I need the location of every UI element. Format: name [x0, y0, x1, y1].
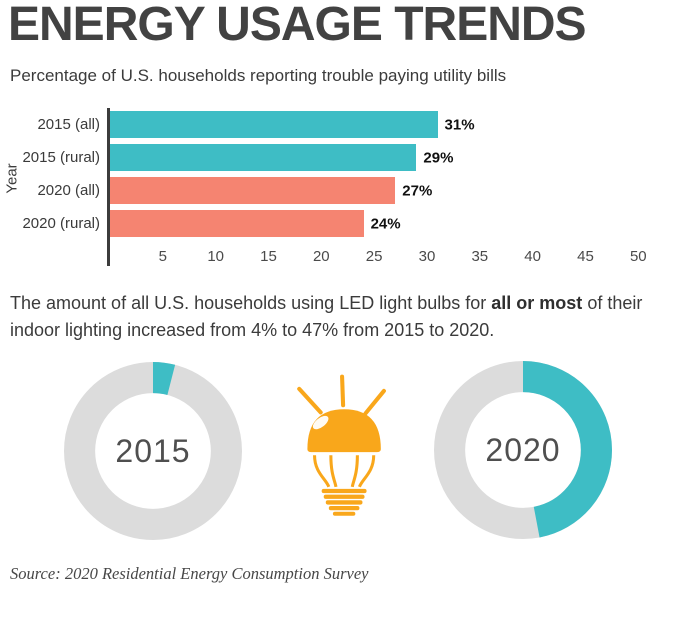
bar-value-label: 31%	[444, 116, 475, 133]
donut-2020-svg	[434, 361, 612, 539]
donut-2015-slice	[64, 362, 242, 540]
bulb-base-bar	[321, 488, 367, 494]
page-title: ENERGY USAGE TRENDS	[8, 0, 587, 51]
bar-category-label: 2015 (rural)	[22, 149, 100, 166]
donut-2020-label: 2020	[485, 431, 561, 468]
source-attribution: Source: 2020 Residential Energy Consumpt…	[10, 564, 369, 583]
donut-2015-svg	[64, 362, 242, 540]
x-axis-tick-label: 10	[207, 248, 224, 265]
bar-category-label: 2020 (rural)	[22, 215, 100, 232]
bulb-ray-left	[297, 386, 323, 415]
x-axis-tick-label: 50	[629, 248, 647, 265]
bar-category-label: 2020 (all)	[37, 182, 100, 199]
bar-row: 29%	[110, 141, 670, 174]
x-axis-tick-label: 40	[524, 248, 541, 265]
led-bulb-icon	[287, 368, 389, 522]
bar-chart-rows: 31% 29% 27% 24%	[110, 108, 670, 240]
bulb-base-bar	[332, 511, 356, 516]
bulb-ray-middle	[340, 374, 346, 408]
donut-2020-slice	[434, 361, 612, 539]
x-axis-tick-label: 25	[365, 248, 383, 265]
bulb-dome	[307, 409, 381, 453]
bulb-ray-right	[363, 388, 386, 416]
bulb-base-bar	[325, 500, 363, 505]
led-description: The amount of all U.S. households using …	[10, 290, 682, 344]
x-axis-tick-label: 5	[158, 248, 167, 265]
x-axis-tick-label: 20	[312, 248, 330, 265]
bar	[110, 177, 396, 204]
bar-row: 31%	[110, 108, 670, 141]
bar	[110, 144, 417, 171]
led-description-part1: The amount of all U.S. households using …	[10, 293, 492, 313]
bar-row: 27%	[110, 174, 670, 207]
led-description-bold: all or most	[491, 293, 583, 313]
utility-bills-bar-chart: Year 2015 (all) 2015 (rural) 2020 (all) 202…	[0, 100, 686, 278]
bulb-highlight	[312, 415, 329, 430]
x-axis-tick-label: 45	[577, 248, 594, 265]
donut-2015-label: 2015	[115, 432, 191, 469]
bulb-cage-line	[357, 455, 376, 488]
bulb-cage-line	[350, 455, 359, 488]
bar	[110, 111, 438, 138]
bulb-base-bar	[328, 505, 360, 511]
bar-category-label: 2015 (all)	[37, 116, 100, 133]
led-description-part2: of their indoor lighting increased from …	[10, 293, 643, 340]
x-axis-tick-label: 15	[260, 248, 277, 265]
donut-chart-2020: 2020	[434, 361, 612, 539]
bulb-cage-line	[313, 455, 331, 488]
x-axis-tick-label: 30	[418, 248, 436, 265]
bar-chart-labels: 2015 (all) 2015 (rural) 2020 (all) 2020 (ru…	[0, 108, 100, 240]
bar-value-label: 24%	[370, 215, 401, 232]
bulb-cage-line	[329, 455, 338, 488]
chart-subtitle: Percentage of U.S. households reporting …	[10, 66, 507, 85]
bar-value-label: 29%	[423, 149, 454, 166]
bulb-base-bar	[323, 494, 365, 499]
bar-chart-plot-area: 31% 29% 27% 24% 5 10 15 20 25 30 35 40 45 50	[107, 108, 670, 266]
donut-chart-2015: 2015	[64, 362, 242, 540]
bar	[110, 210, 364, 237]
led-bulb-svg	[297, 374, 386, 516]
x-axis-tick-label: 35	[471, 248, 489, 265]
x-axis-ticks: 5 10 15 20 25 30 35 40 45 50	[110, 240, 670, 266]
bar-row: 24%	[110, 207, 670, 240]
bar-value-label: 27%	[402, 182, 433, 199]
